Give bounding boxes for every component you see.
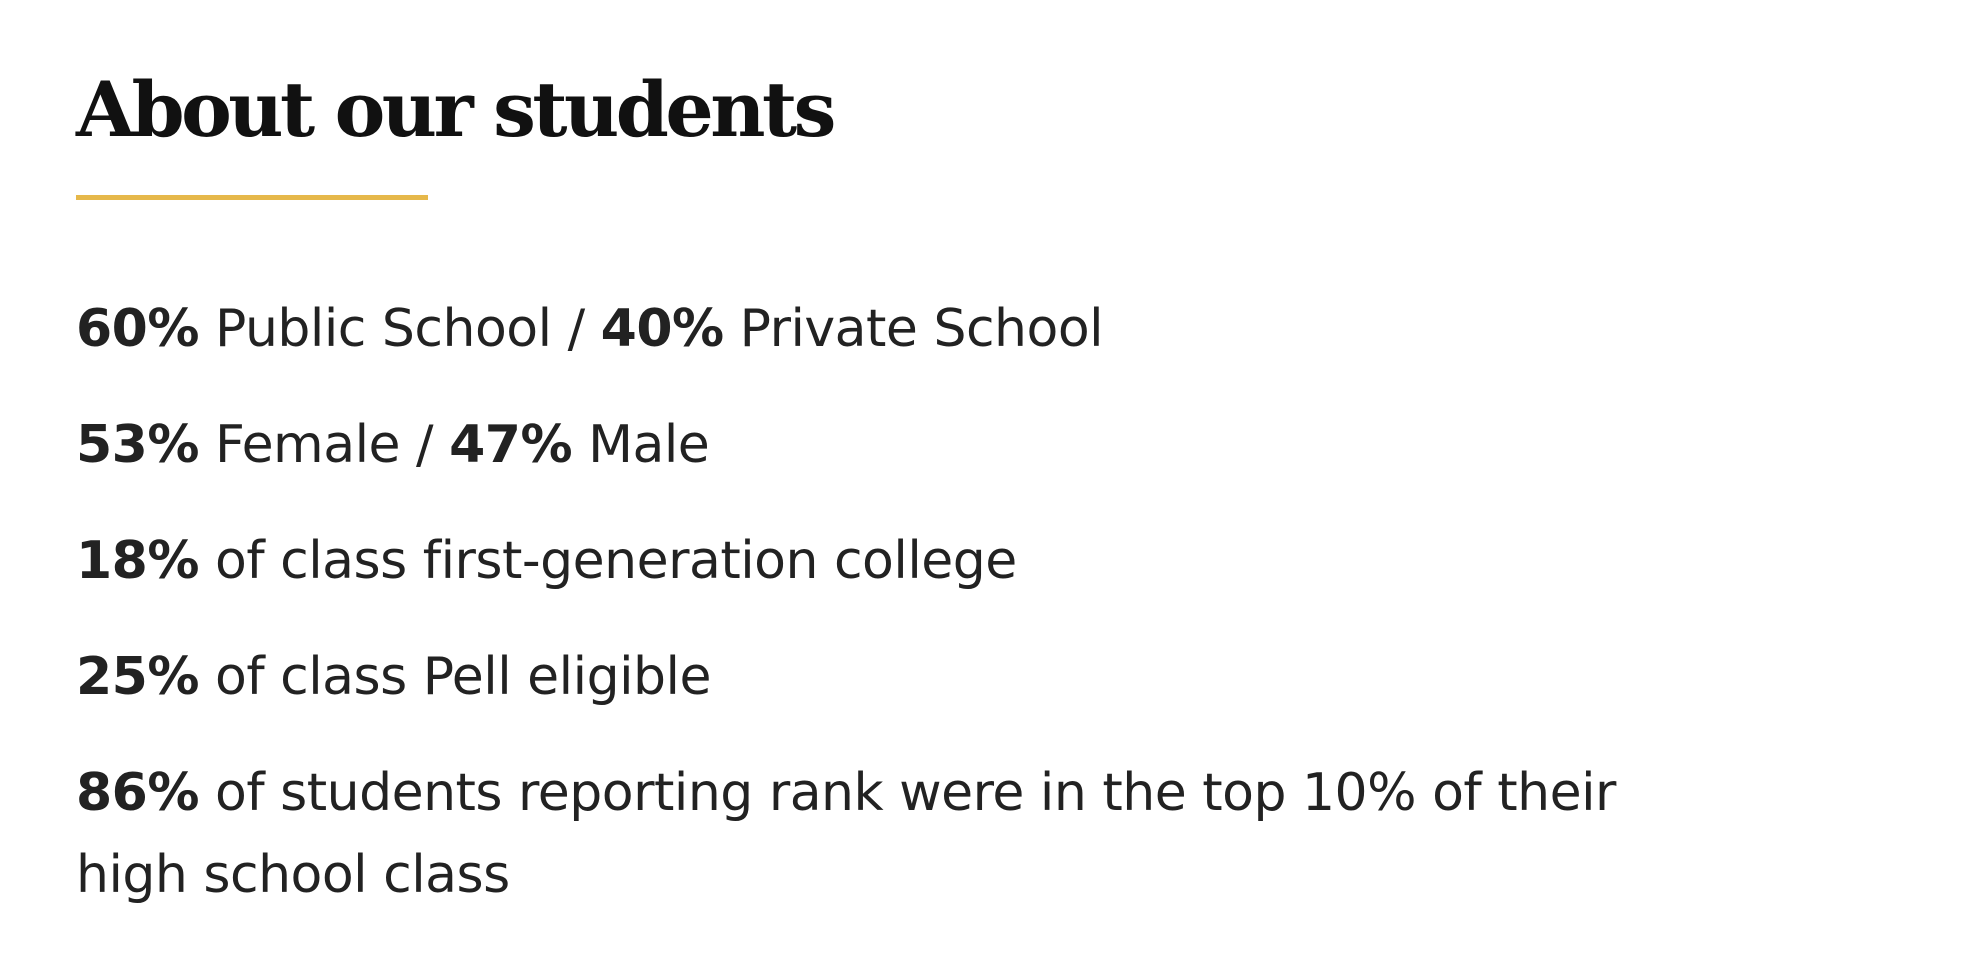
section-title: About our students <box>76 65 836 154</box>
stat-first-generation: 18% of class first-generation college <box>76 520 1696 602</box>
stat-value: 40% <box>600 299 724 359</box>
stat-value: 25% <box>76 647 199 707</box>
stat-value: 60% <box>76 299 199 359</box>
stat-label: of students reporting rank were in the t… <box>76 763 1616 905</box>
stat-label: of class Pell eligible <box>198 647 712 707</box>
stat-value: 53% <box>76 415 199 475</box>
stats-list: 60% Public School / 40% Private School 5… <box>76 288 1696 950</box>
stat-label: Private School <box>723 299 1104 359</box>
stat-pell-eligible: 25% of class Pell eligible <box>76 636 1696 718</box>
stat-class-rank: 86% of students reporting rank were in t… <box>76 752 1696 916</box>
stat-value: 18% <box>76 531 199 591</box>
stat-value: 47% <box>449 415 573 475</box>
title-underline <box>76 195 428 200</box>
stat-label: Female / <box>198 415 450 475</box>
stat-value: 86% <box>76 763 199 823</box>
stat-school-type: 60% Public School / 40% Private School <box>76 288 1696 370</box>
stat-label: of class first-generation college <box>198 531 1017 591</box>
stat-label: Public School / <box>198 299 601 359</box>
stat-gender: 53% Female / 47% Male <box>76 404 1696 486</box>
stat-label: Male <box>572 415 710 475</box>
